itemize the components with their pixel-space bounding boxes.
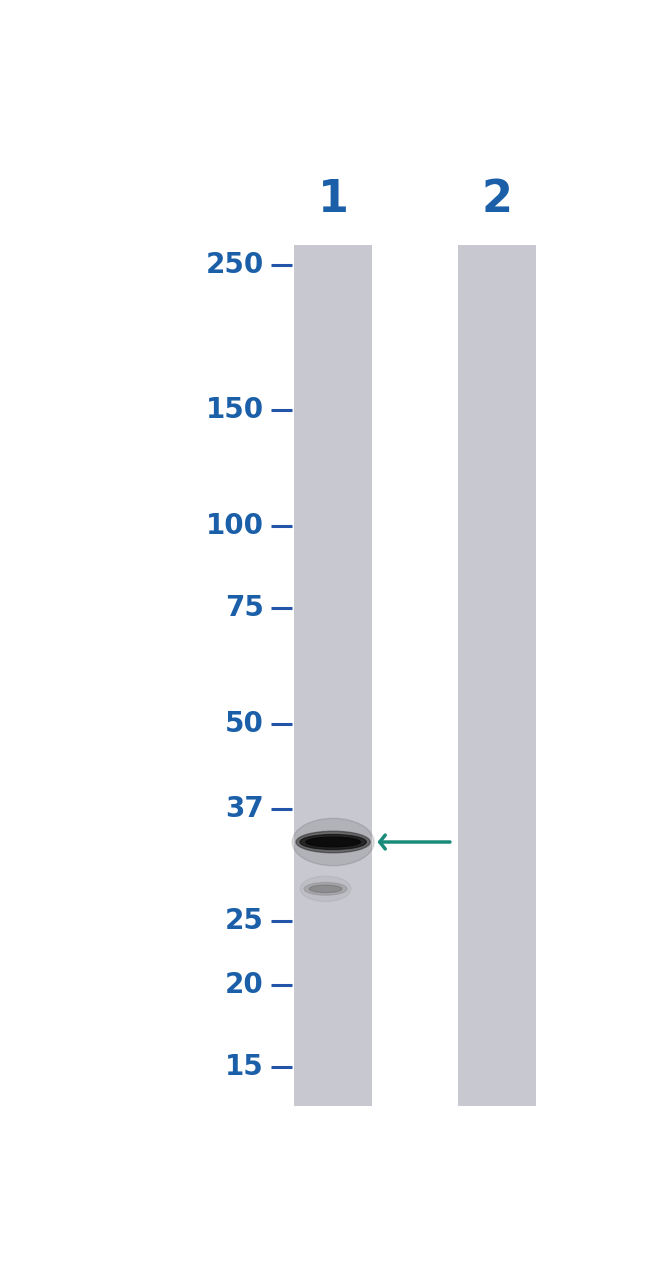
Ellipse shape	[300, 834, 367, 850]
Text: 20: 20	[225, 970, 264, 998]
Text: 37: 37	[225, 795, 264, 823]
Text: 25: 25	[225, 907, 264, 935]
Ellipse shape	[292, 818, 374, 866]
Text: 1: 1	[318, 178, 348, 221]
Text: 150: 150	[206, 396, 264, 424]
Bar	[294, 245, 372, 1106]
Text: 250: 250	[205, 251, 264, 279]
Bar	[458, 245, 536, 1106]
Text: 15: 15	[225, 1053, 264, 1081]
Ellipse shape	[306, 837, 361, 847]
Ellipse shape	[296, 832, 370, 852]
Text: 75: 75	[225, 594, 264, 622]
Ellipse shape	[304, 883, 347, 895]
Text: 100: 100	[206, 512, 264, 540]
Ellipse shape	[309, 885, 342, 893]
Text: 2: 2	[482, 178, 512, 221]
Text: 50: 50	[225, 710, 264, 738]
Ellipse shape	[300, 876, 351, 902]
